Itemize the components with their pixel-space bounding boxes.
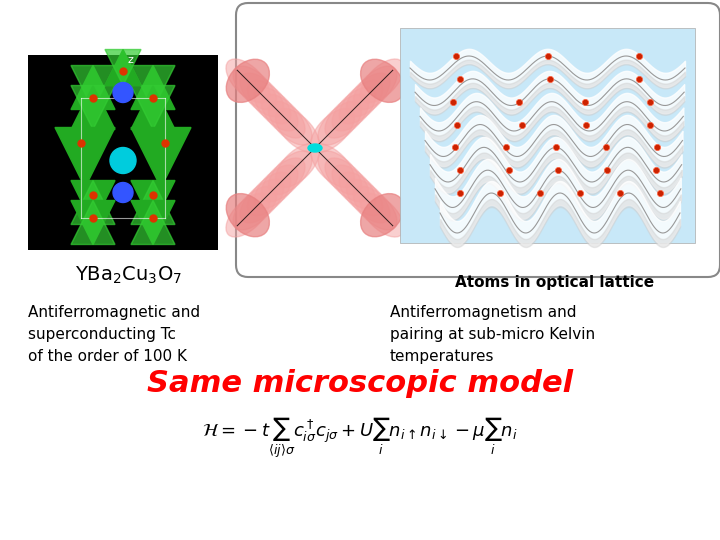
Polygon shape	[71, 65, 115, 110]
Ellipse shape	[311, 109, 354, 152]
FancyBboxPatch shape	[28, 55, 218, 250]
Polygon shape	[131, 180, 175, 225]
Ellipse shape	[311, 144, 354, 187]
Ellipse shape	[276, 109, 319, 152]
Polygon shape	[71, 200, 115, 245]
Ellipse shape	[360, 59, 404, 103]
Polygon shape	[71, 200, 115, 245]
Polygon shape	[71, 180, 115, 225]
Ellipse shape	[226, 194, 269, 237]
Circle shape	[113, 183, 133, 202]
Ellipse shape	[226, 59, 269, 103]
Ellipse shape	[354, 186, 397, 230]
Polygon shape	[131, 85, 175, 130]
Polygon shape	[71, 85, 115, 130]
Ellipse shape	[332, 165, 376, 209]
Text: Antiferromagnetism and
pairing at sub-micro Kelvin
temperatures: Antiferromagnetism and pairing at sub-mi…	[390, 305, 595, 364]
Polygon shape	[105, 50, 141, 85]
Ellipse shape	[361, 194, 404, 237]
Ellipse shape	[354, 66, 397, 110]
Ellipse shape	[247, 172, 291, 216]
FancyBboxPatch shape	[400, 28, 695, 243]
Text: Same microscopic model: Same microscopic model	[147, 368, 573, 397]
Polygon shape	[131, 200, 175, 245]
Text: $\mathrm{YBa_2Cu_3O_7}$: $\mathrm{YBa_2Cu_3O_7}$	[75, 265, 182, 286]
Ellipse shape	[318, 102, 361, 145]
Ellipse shape	[247, 80, 291, 124]
Polygon shape	[55, 127, 115, 187]
Circle shape	[110, 147, 136, 173]
Ellipse shape	[233, 66, 276, 110]
Ellipse shape	[361, 59, 404, 103]
Ellipse shape	[240, 73, 284, 117]
Polygon shape	[71, 180, 115, 225]
Ellipse shape	[276, 144, 319, 187]
Ellipse shape	[360, 193, 404, 237]
Polygon shape	[71, 65, 115, 110]
Text: Antiferromagnetic and
superconducting Tc
of the order of 100 K: Antiferromagnetic and superconducting Tc…	[28, 305, 200, 364]
Polygon shape	[105, 50, 141, 85]
Ellipse shape	[325, 158, 369, 201]
Ellipse shape	[332, 87, 376, 131]
Polygon shape	[131, 65, 175, 110]
Ellipse shape	[226, 193, 270, 237]
Ellipse shape	[318, 151, 361, 194]
Text: $\mathcal{H} = -t\sum_{\langle ij\rangle\sigma} c^\dagger_{i\sigma}c_{j\sigma} +: $\mathcal{H} = -t\sum_{\langle ij\rangle…	[202, 416, 518, 460]
Ellipse shape	[346, 73, 390, 117]
Polygon shape	[131, 127, 191, 187]
Text: z: z	[128, 55, 134, 65]
Polygon shape	[131, 65, 175, 110]
Ellipse shape	[325, 94, 369, 138]
Ellipse shape	[240, 179, 284, 223]
Ellipse shape	[233, 186, 276, 230]
Ellipse shape	[254, 165, 298, 209]
Ellipse shape	[308, 144, 322, 152]
Circle shape	[113, 83, 133, 103]
Polygon shape	[131, 200, 175, 245]
Polygon shape	[131, 85, 175, 130]
Ellipse shape	[254, 87, 298, 131]
Ellipse shape	[339, 172, 383, 216]
Ellipse shape	[269, 151, 312, 194]
Polygon shape	[131, 180, 175, 225]
Ellipse shape	[346, 179, 390, 223]
Ellipse shape	[269, 102, 312, 145]
Ellipse shape	[261, 94, 305, 138]
FancyBboxPatch shape	[236, 3, 720, 277]
Text: Atoms in optical lattice: Atoms in optical lattice	[456, 275, 654, 290]
Ellipse shape	[339, 80, 383, 124]
Polygon shape	[71, 85, 115, 130]
Ellipse shape	[261, 158, 305, 201]
Ellipse shape	[226, 59, 270, 103]
